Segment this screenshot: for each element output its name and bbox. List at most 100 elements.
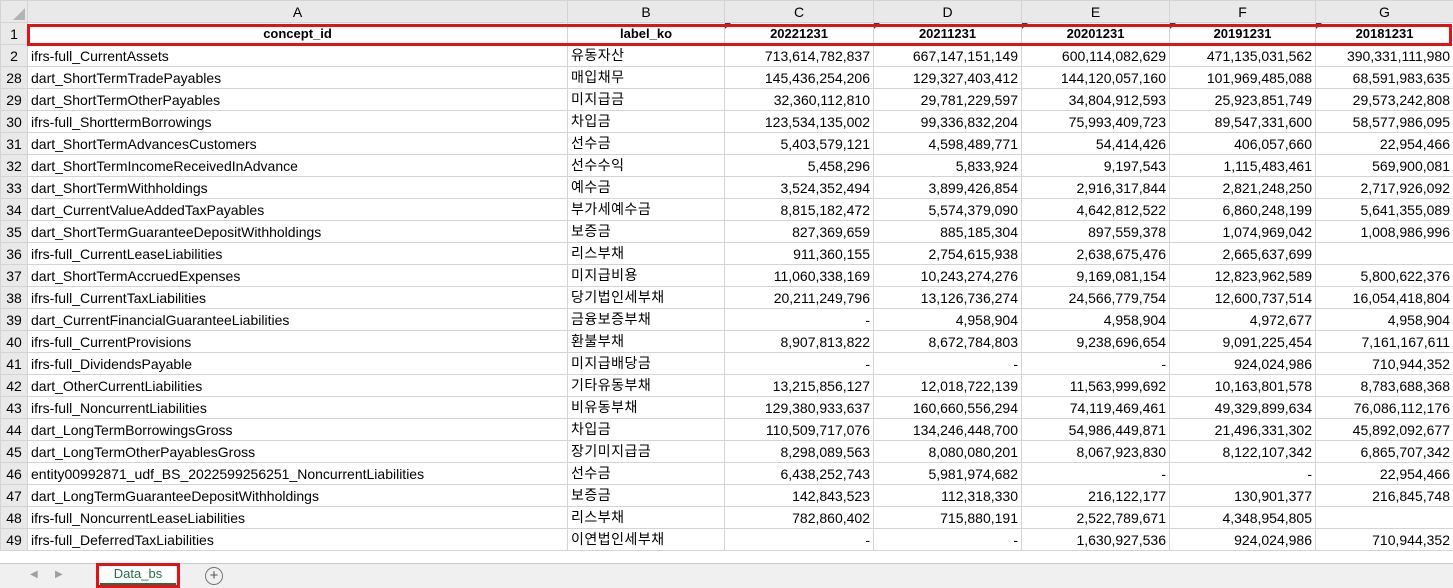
value-cell[interactable]: 3,899,426,854: [873, 176, 1022, 199]
concept-id-cell[interactable]: dart_ShortTermWithholdings: [27, 176, 568, 199]
value-cell[interactable]: 924,024,986: [1169, 528, 1316, 551]
value-cell[interactable]: 4,958,904: [1021, 308, 1170, 331]
value-cell[interactable]: 16,054,418,804: [1315, 286, 1453, 309]
value-cell[interactable]: 130,901,377: [1169, 484, 1316, 507]
value-cell[interactable]: 216,122,177: [1021, 484, 1170, 507]
value-cell[interactable]: 25,923,851,749: [1169, 88, 1316, 111]
concept-id-cell[interactable]: dart_LongTermBorrowingsGross: [27, 418, 568, 441]
header-cell-period[interactable]: 20211231: [873, 22, 1022, 45]
label-ko-cell[interactable]: 장기미지급금: [567, 440, 725, 463]
row-number[interactable]: 49: [0, 528, 28, 551]
label-ko-cell[interactable]: 선수금: [567, 132, 725, 155]
value-cell[interactable]: 144,120,057,160: [1021, 66, 1170, 89]
value-cell[interactable]: 390,331,111,980: [1315, 44, 1453, 67]
value-cell[interactable]: 32,360,112,810: [724, 88, 874, 111]
header-cell-period[interactable]: 20221231: [724, 22, 874, 45]
label-ko-cell[interactable]: 부가세예수금: [567, 198, 725, 221]
value-cell[interactable]: 89,547,331,600: [1169, 110, 1316, 133]
value-cell[interactable]: -: [724, 528, 874, 551]
label-ko-cell[interactable]: 차입금: [567, 110, 725, 133]
row-number[interactable]: 28: [0, 66, 28, 89]
value-cell[interactable]: 710,944,352: [1315, 528, 1453, 551]
row-number[interactable]: 38: [0, 286, 28, 309]
row-number[interactable]: 42: [0, 374, 28, 397]
value-cell[interactable]: 24,566,779,754: [1021, 286, 1170, 309]
value-cell[interactable]: 5,403,579,121: [724, 132, 874, 155]
row-number[interactable]: 43: [0, 396, 28, 419]
value-cell[interactable]: [1315, 242, 1453, 265]
row-number[interactable]: 1: [0, 22, 28, 45]
column-header-g[interactable]: G: [1315, 0, 1453, 23]
label-ko-cell[interactable]: 금융보증부채: [567, 308, 725, 331]
row-number[interactable]: 2: [0, 44, 28, 67]
concept-id-cell[interactable]: ifrs-full_DeferredTaxLiabilities: [27, 528, 568, 551]
value-cell[interactable]: -: [873, 352, 1022, 375]
label-ko-cell[interactable]: 선수수익: [567, 154, 725, 177]
value-cell[interactable]: 2,754,615,938: [873, 242, 1022, 265]
value-cell[interactable]: 54,414,426: [1021, 132, 1170, 155]
concept-id-cell[interactable]: ifrs-full_DividendsPayable: [27, 352, 568, 375]
value-cell[interactable]: 142,843,523: [724, 484, 874, 507]
value-cell[interactable]: 58,577,986,095: [1315, 110, 1453, 133]
concept-id-cell[interactable]: ifrs-full_CurrentLeaseLiabilities: [27, 242, 568, 265]
column-header-b[interactable]: B: [567, 0, 725, 23]
value-cell[interactable]: 4,348,954,805: [1169, 506, 1316, 529]
value-cell[interactable]: 8,298,089,563: [724, 440, 874, 463]
value-cell[interactable]: 13,215,856,127: [724, 374, 874, 397]
label-ko-cell[interactable]: 미지급배당금: [567, 352, 725, 375]
label-ko-cell[interactable]: 리스부채: [567, 242, 725, 265]
concept-id-cell[interactable]: ifrs-full_ShorttermBorrowings: [27, 110, 568, 133]
value-cell[interactable]: 134,246,448,700: [873, 418, 1022, 441]
label-ko-cell[interactable]: 예수금: [567, 176, 725, 199]
row-number[interactable]: 37: [0, 264, 28, 287]
header-cell-period[interactable]: 20191231: [1169, 22, 1316, 45]
value-cell[interactable]: 1,008,986,996: [1315, 220, 1453, 243]
value-cell[interactable]: 129,380,933,637: [724, 396, 874, 419]
concept-id-cell[interactable]: dart_CurrentFinancialGuaranteeLiabilitie…: [27, 308, 568, 331]
value-cell[interactable]: 9,197,543: [1021, 154, 1170, 177]
value-cell[interactable]: 924,024,986: [1169, 352, 1316, 375]
value-cell[interactable]: 8,907,813,822: [724, 330, 874, 353]
value-cell[interactable]: 54,986,449,871: [1021, 418, 1170, 441]
value-cell[interactable]: 2,717,926,092: [1315, 176, 1453, 199]
row-number[interactable]: 33: [0, 176, 28, 199]
value-cell[interactable]: 8,783,688,368: [1315, 374, 1453, 397]
value-cell[interactable]: 1,115,483,461: [1169, 154, 1316, 177]
row-number[interactable]: 41: [0, 352, 28, 375]
value-cell[interactable]: 8,672,784,803: [873, 330, 1022, 353]
concept-id-cell[interactable]: dart_LongTermGuaranteeDepositWithholding…: [27, 484, 568, 507]
label-ko-cell[interactable]: 리스부채: [567, 506, 725, 529]
concept-id-cell[interactable]: ifrs-full_CurrentTaxLiabilities: [27, 286, 568, 309]
value-cell[interactable]: 5,833,924: [873, 154, 1022, 177]
row-number[interactable]: 46: [0, 462, 28, 485]
value-cell[interactable]: 22,954,466: [1315, 132, 1453, 155]
concept-id-cell[interactable]: dart_ShortTermAccruedExpenses: [27, 264, 568, 287]
value-cell[interactable]: 49,329,899,634: [1169, 396, 1316, 419]
value-cell[interactable]: 22,954,466: [1315, 462, 1453, 485]
value-cell[interactable]: 710,944,352: [1315, 352, 1453, 375]
value-cell[interactable]: 20,211,249,796: [724, 286, 874, 309]
value-cell[interactable]: 99,336,832,204: [873, 110, 1022, 133]
concept-id-cell[interactable]: ifrs-full_CurrentAssets: [27, 44, 568, 67]
label-ko-cell[interactable]: 미지급비용: [567, 264, 725, 287]
value-cell[interactable]: 74,119,469,461: [1021, 396, 1170, 419]
value-cell[interactable]: 8,122,107,342: [1169, 440, 1316, 463]
concept-id-cell[interactable]: dart_CurrentValueAddedTaxPayables: [27, 198, 568, 221]
value-cell[interactable]: 12,823,962,589: [1169, 264, 1316, 287]
value-cell[interactable]: 6,860,248,199: [1169, 198, 1316, 221]
column-header-f[interactable]: F: [1169, 0, 1316, 23]
value-cell[interactable]: 76,086,112,176: [1315, 396, 1453, 419]
label-ko-cell[interactable]: 환불부채: [567, 330, 725, 353]
label-ko-cell[interactable]: 유동자산: [567, 44, 725, 67]
value-cell[interactable]: 569,900,081: [1315, 154, 1453, 177]
value-cell[interactable]: 9,091,225,454: [1169, 330, 1316, 353]
value-cell[interactable]: 8,067,923,830: [1021, 440, 1170, 463]
value-cell[interactable]: 145,436,254,206: [724, 66, 874, 89]
value-cell[interactable]: 129,327,403,412: [873, 66, 1022, 89]
sheet-tab-data-bs[interactable]: Data_bs: [100, 564, 176, 586]
row-number[interactable]: 32: [0, 154, 28, 177]
concept-id-cell[interactable]: dart_ShortTermAdvancesCustomers: [27, 132, 568, 155]
row-number[interactable]: 30: [0, 110, 28, 133]
value-cell[interactable]: 110,509,717,076: [724, 418, 874, 441]
value-cell[interactable]: 160,660,556,294: [873, 396, 1022, 419]
